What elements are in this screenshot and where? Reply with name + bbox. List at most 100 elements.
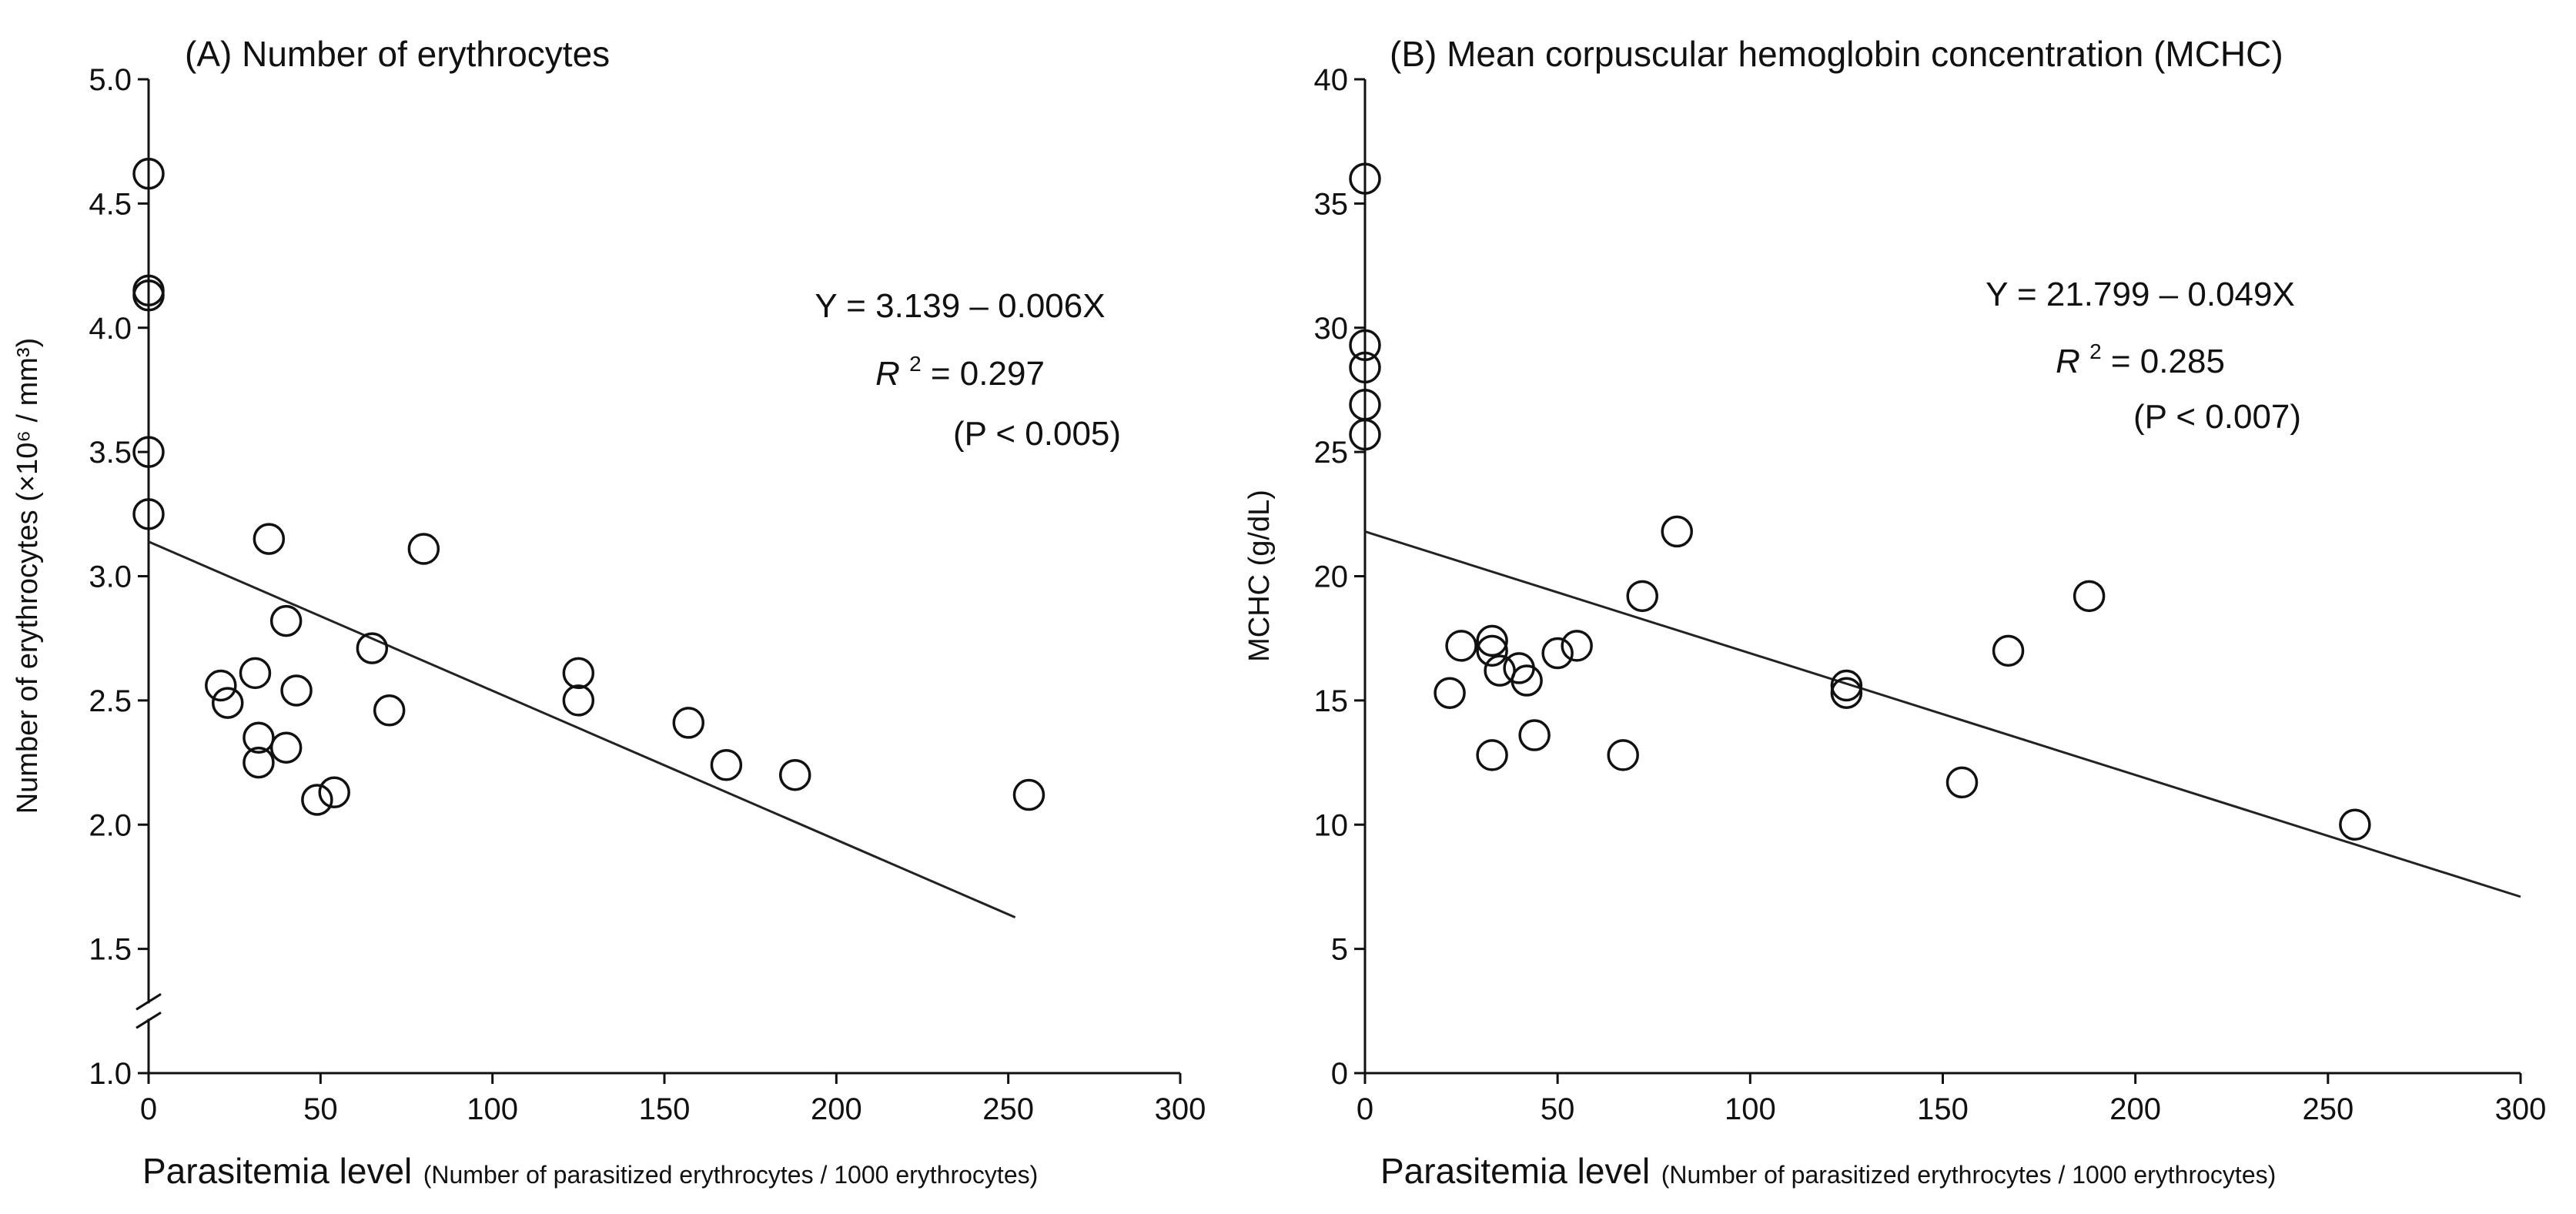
panel-a-data-point [239,657,272,690]
panel-a-y-tick-label: 1.0 [89,1057,132,1091]
panel-a-y-axis-label: Number of erythrocytes (×10⁶ / mm³) [12,338,44,814]
panel-b-data-point [1541,637,1574,670]
panel-b-y-tick-label: 20 [1314,560,1349,594]
panel-a-y-tick-label: 5.0 [89,63,132,97]
panel-a-data-point [373,694,406,727]
panel-a-data-point [132,157,165,190]
panel-a-r-exponent: 2 [909,352,922,376]
panel-a-x-axis-label: Parasitemia level (Number of parasitized… [142,1151,1038,1191]
panel-a-data-point [253,523,286,555]
panel-b-y-axis-label: MCHC (g/dL) [1243,490,1276,662]
panel-b-title: (B) Mean corpuscular hemoglobin concentr… [1390,34,2283,74]
panel-b-data-point [1945,766,1979,799]
panel-a-data-point [269,604,303,637]
panel-a-y-tick-label: 4.5 [89,187,132,221]
panel-b-x-axis-label-main: Parasitemia level [1380,1151,1650,1191]
panel-b-y-tick-label: 30 [1314,312,1349,346]
panel-a-y-tick-label: 3.0 [89,560,132,594]
panel-a-axis-break-mark [135,993,162,1011]
panel-b-data-point [1349,329,1381,362]
panel-a-data-point [205,669,237,702]
panel-a-data-point [301,784,333,816]
panel-a-x-tick-label: 50 [303,1092,338,1126]
panel-b-data-point [1434,677,1466,709]
panel-b-data-point [1349,162,1381,195]
panel-b-x-axis-label-sub: (Number of parasitized erythrocytes / 10… [1661,1161,2277,1189]
panel-b-data-point [1626,580,1658,613]
panel-b-x-tick-label: 200 [2109,1092,2161,1126]
panel-b-y-tick-label: 35 [1314,187,1349,221]
panel-b-x-tick-label: 150 [1917,1092,1969,1126]
panel-b-y-tick-label: 10 [1314,808,1349,842]
panel-a-x-tick-label: 0 [140,1092,157,1126]
panel-b-data-point [1561,630,1593,662]
panel-b-y-tick-label: 40 [1314,63,1349,97]
panel-a-y-tick-label: 2.5 [89,684,132,718]
panel-b-data-point [2073,580,2106,613]
panel-b-data-point [1830,677,1863,709]
panel-b-y-tick-label: 25 [1314,436,1349,470]
panel-b-data-point [1830,669,1863,702]
panel-b-y-tick-label: 0 [1331,1057,1348,1091]
panel-a-data-point [269,731,303,764]
panel-a-data-point [672,707,705,739]
panel-b-data-point [2339,808,2371,841]
panel-a-data-point [1012,778,1045,811]
panel-a-y-tick-label: 3.5 [89,436,132,470]
panel-a-y-tick-label: 4.0 [89,312,132,346]
panel-b-data-point [1661,515,1694,548]
panel-a-y-tick-label: 1.5 [89,933,132,967]
panel-a-x-axis-label-sub: (Number of parasitized erythrocytes / 10… [423,1161,1039,1189]
panel-a-x-tick-label: 100 [467,1092,518,1126]
panel-a-data-point [132,498,165,530]
panel-b-data-point [1349,418,1381,451]
panel-b-y-tick-label: 15 [1314,684,1349,718]
panel-a-data-point [243,746,275,779]
panel-a-x-tick-label: 250 [982,1092,1034,1126]
panel-b-data-point [1476,739,1508,771]
panel-b-data-point [1476,624,1508,657]
panel-b-r-squared: R 2 = 0.285 [2056,329,2225,380]
panel-a-p-value: (P < 0.005) [953,415,1121,453]
panel-a-axis-break-mark [135,1012,162,1029]
panel-b-x-tick-label: 250 [2302,1092,2354,1126]
panel-a-x-tick-label: 200 [811,1092,862,1126]
panel-b-x-tick-label: 300 [2495,1092,2547,1126]
panel-a-data-point [710,749,743,781]
panel-b-y-tick-label: 5 [1331,933,1348,967]
panel-a-title: (A) Number of erythrocytes [185,34,610,74]
panel-a-y-tick-label: 2.0 [89,808,132,842]
panel-b-data-point [1445,630,1477,662]
panel-b-data-point [1607,739,1639,771]
panel-a-data-point [132,279,165,312]
panel-b-data-point [1476,634,1508,667]
panel-b-r-value: = 0.285 [2111,343,2225,380]
panel-b-r-symbol: R [2056,343,2080,380]
panel-a-r-symbol: R [875,355,900,393]
panel-a-data-point [562,657,595,690]
panel-a-data-point [280,674,313,707]
panel-b-chart: (B) Mean corpuscular hemoglobin concentr… [1243,34,2546,1191]
panel-a-r-squared: R 2 = 0.297 [875,341,1045,393]
panel-b-regression-equation: Y = 21.799 – 0.049X [1986,276,2295,313]
panel-b-data-point [1510,664,1543,697]
panel-a-data-point [562,684,595,717]
panel-b-x-axis-label: Parasitemia level (Number of parasitized… [1380,1151,2276,1191]
panel-a-data-point [318,776,350,809]
panel-a-data-point [243,721,275,754]
panel-b-x-tick-label: 50 [1541,1092,1575,1126]
panel-a-x-tick-label: 150 [639,1092,691,1126]
panel-b-data-point [1349,351,1381,384]
panel-a-x-axis-label-main: Parasitemia level [142,1151,412,1191]
panel-b-data-point [1992,634,2025,667]
panel-b-x-tick-label: 100 [1725,1092,1776,1126]
panel-a-regression-equation: Y = 3.139 – 0.006X [815,287,1105,325]
panel-a-data-point [407,533,440,565]
panel-b-regression-line [1364,530,2521,898]
panel-b-p-value: (P < 0.007) [2133,398,2301,436]
panel-b-x-tick-label: 0 [1357,1092,1373,1126]
panel-a-chart: (A) Number of erythrocytes Number of ery… [12,34,1206,1191]
panel-b-r-exponent: 2 [2089,339,2102,363]
panel-a-data-point [211,687,244,719]
